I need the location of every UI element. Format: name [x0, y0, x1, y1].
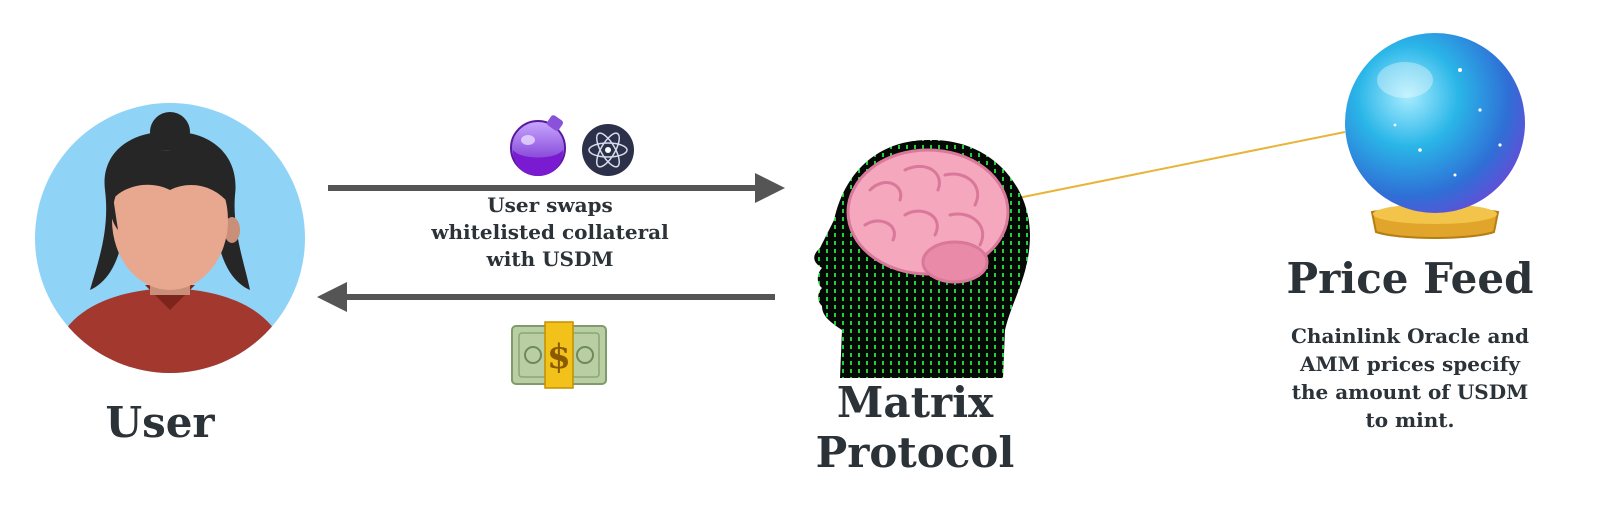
crystal-ball-icon: [1345, 33, 1525, 239]
matrix-label-line-1: Matrix: [836, 378, 994, 427]
swap-line-1: User swaps: [487, 193, 613, 217]
swap-line-2: whitelisted collateral: [431, 220, 669, 244]
price-feed-desc-line-2: AMM prices specify: [1300, 352, 1520, 376]
price-feed-desc-line-1: Chainlink Oracle and: [1291, 324, 1529, 348]
svg-text:$: $: [547, 337, 571, 377]
swap-line-3: with USDM: [486, 247, 614, 271]
matrix-protocol-label: Matrix Protocol: [760, 378, 1070, 478]
swap-description: User swaps whitelisted collateral with U…: [400, 192, 700, 273]
user-avatar-icon: [35, 103, 305, 373]
matrix-label-line-2: Protocol: [815, 428, 1015, 477]
price-feed-title: Price Feed: [1286, 254, 1534, 303]
brain-icon: [846, 148, 1010, 284]
user-label: User: [105, 398, 215, 447]
dollar-bill-icon: $: [511, 321, 607, 389]
price-feed-description: Chainlink Oracle and AMM prices specify …: [1255, 322, 1565, 434]
atom-icon: [582, 124, 634, 176]
price-feed-desc-line-4: to mint.: [1365, 408, 1455, 432]
price-feed-desc-line-3: the amount of USDM: [1291, 380, 1529, 404]
potion-icon: [510, 115, 566, 176]
oracle-connection-line: [1017, 131, 1346, 199]
